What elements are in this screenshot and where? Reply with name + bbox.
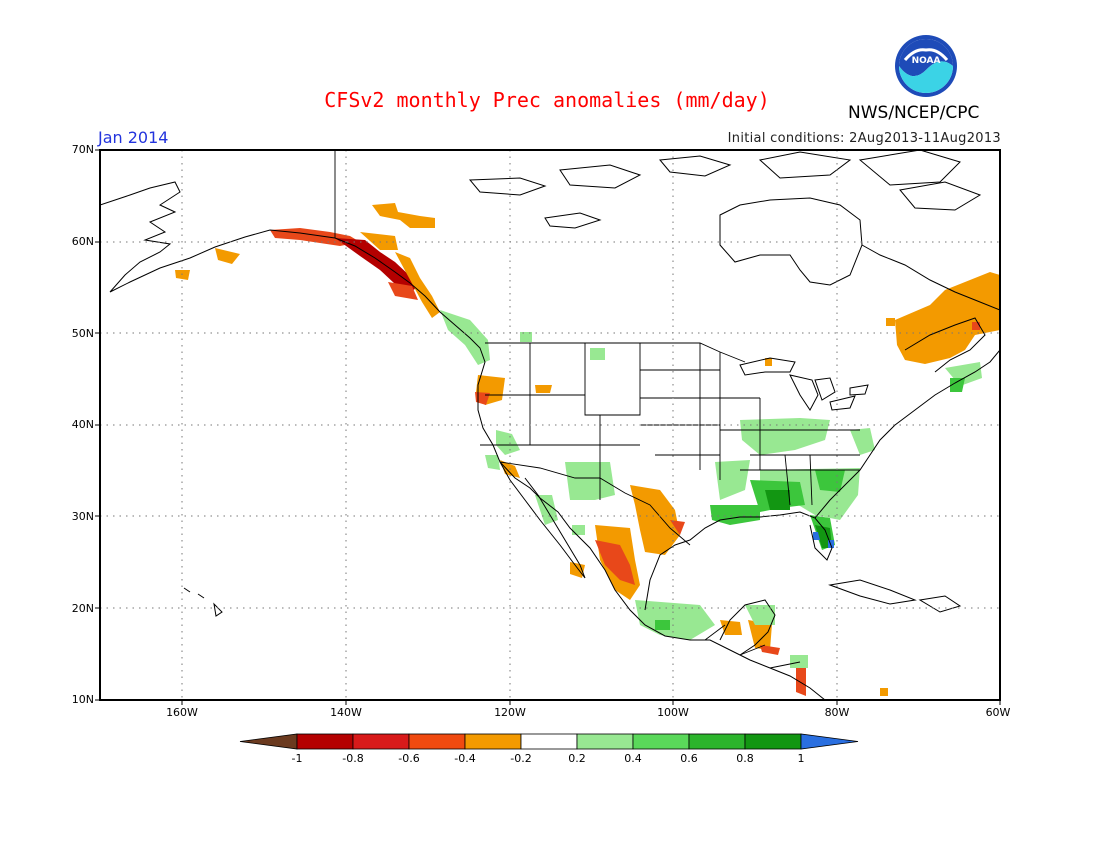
colorbar-label: -0.6 [398, 752, 420, 765]
noaa-logo [895, 35, 957, 97]
colorbar-left-arrow [239, 733, 298, 750]
anomaly-region [950, 378, 965, 392]
colorbar-label: 0.6 [680, 752, 698, 765]
anomaly-region [520, 332, 532, 342]
anomaly-region [635, 600, 715, 640]
anomaly-region [496, 430, 520, 455]
colorbar-label: 0.8 [736, 752, 754, 765]
anomaly-region [796, 662, 806, 696]
anomaly-region [886, 318, 895, 326]
lat-label-30: 30N [71, 510, 94, 523]
anomaly-region [720, 620, 742, 635]
anomaly-region [880, 688, 888, 696]
noaa-logo-text: NOAA [911, 56, 941, 66]
colorbar-label: -1 [291, 752, 303, 765]
anomaly-region [395, 252, 440, 318]
colorbar-swatch [632, 733, 690, 750]
lat-label-70: 70N [71, 143, 94, 156]
political-borders [334, 150, 860, 669]
anomaly-region [765, 490, 790, 510]
anomaly-region [815, 525, 832, 548]
colorbar-swatch [352, 733, 410, 750]
anomaly-region [765, 358, 772, 366]
anomaly-shading [175, 203, 1000, 696]
anomaly-region [790, 655, 808, 668]
forecast-month-label: Jan 2014 [98, 128, 169, 147]
lon-label-100w: 100W [657, 706, 689, 719]
anomaly-region [740, 418, 830, 455]
anomaly-region [215, 248, 240, 264]
lat-label-50: 50N [71, 327, 94, 340]
chart-title: CFSv2 monthly Prec anomalies (mm/day) [324, 88, 770, 112]
anomaly-region [440, 310, 490, 365]
lon-label-140w: 140W [330, 706, 362, 719]
anomaly-region [360, 232, 398, 250]
colorbar-swatch [688, 733, 746, 750]
anomaly-region [895, 272, 1000, 364]
colorbar-swatch [520, 733, 578, 750]
colorbar-label: 1 [797, 752, 805, 765]
anomaly-region [945, 362, 982, 386]
anomaly-region [335, 238, 420, 292]
lon-label-160w: 160W [166, 706, 198, 719]
anomaly-region [388, 282, 418, 300]
gridlines [100, 150, 1000, 700]
anomaly-region [565, 462, 615, 500]
anomaly-region [590, 348, 605, 360]
lat-label-60: 60N [71, 235, 94, 248]
anomaly-region [372, 203, 435, 228]
colorbar-label: -0.8 [342, 752, 364, 765]
anomaly-region [760, 645, 780, 655]
lon-label-60w: 60W [985, 706, 1011, 719]
colorbar-swatch [576, 733, 634, 750]
lon-label-80w: 80W [824, 706, 850, 719]
lat-label-20: 20N [71, 602, 94, 615]
anomaly-region [710, 505, 760, 525]
anomaly-region [630, 485, 680, 555]
anomaly-region [485, 455, 500, 470]
anomaly-region [572, 525, 585, 535]
colorbar-label: -0.2 [510, 752, 532, 765]
colorbar-swatch [744, 733, 802, 750]
lat-label-10: 10N [71, 693, 94, 706]
anomaly-region [595, 540, 635, 585]
colorbar-label: -0.4 [454, 752, 476, 765]
anomaly-region [570, 562, 585, 578]
colorbar-label: 0.2 [568, 752, 586, 765]
colorbar-swatch [464, 733, 522, 750]
anomaly-region [655, 620, 670, 630]
lon-label-120w: 120W [494, 706, 526, 719]
axis-ticks [95, 149, 1001, 705]
anomaly-region [972, 322, 980, 330]
anomaly-region [850, 428, 875, 455]
anomaly-region [745, 605, 775, 625]
anomaly-region [748, 620, 772, 650]
agency-label: NWS/NCEP/CPC [848, 103, 980, 123]
initial-conditions-label: Initial conditions: 2Aug2013-11Aug2013 [727, 131, 1001, 146]
colorbar-swatch [296, 733, 354, 750]
anomaly-region [535, 385, 552, 393]
colorbar-label: 0.4 [624, 752, 642, 765]
anomaly-region [813, 532, 820, 540]
anomaly-region [670, 520, 685, 535]
colorbar-swatch [408, 733, 466, 750]
lat-label-40: 40N [71, 418, 94, 431]
colorbar [239, 733, 859, 750]
colorbar-right-arrow [800, 733, 859, 750]
